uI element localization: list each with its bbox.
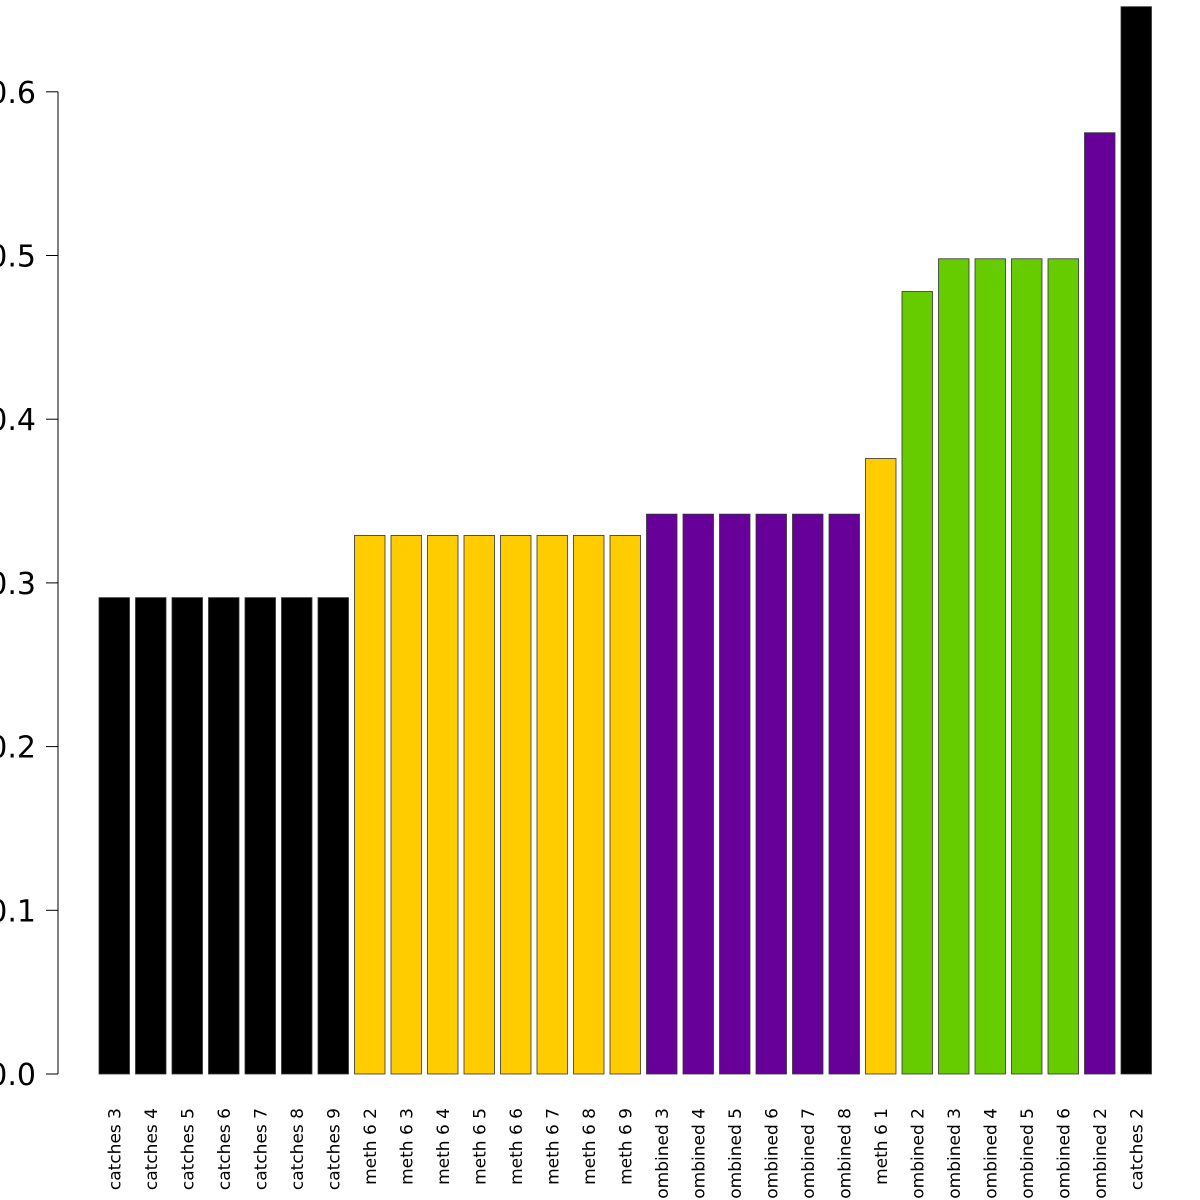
bar <box>317 597 349 1075</box>
x-tick-label: ombined 2 <box>908 1108 928 1199</box>
bar <box>171 597 203 1075</box>
x-tick-label: meth 6 3 <box>397 1108 417 1185</box>
y-tick-label: 0.4 <box>0 403 36 438</box>
bar <box>1011 258 1043 1075</box>
bar <box>536 535 568 1075</box>
bar <box>792 513 824 1075</box>
bar <box>573 535 605 1075</box>
bar <box>98 597 130 1075</box>
y-tick-label: 0.3 <box>0 567 36 602</box>
y-axis: 0.0 0.1 0.2 0.3 0.4 0.5 0.6 <box>0 76 59 1093</box>
x-tick-label: ombined 2 <box>1091 1108 1111 1199</box>
x-tick-label: meth 6 5 <box>470 1108 490 1185</box>
x-tick-label: catches 8 <box>288 1108 308 1190</box>
x-tick-label: ombined 7 <box>799 1108 819 1199</box>
bar <box>500 535 532 1075</box>
bar <box>755 513 787 1075</box>
x-tick-label: ombined 5 <box>726 1108 746 1199</box>
x-tick-label: meth 6 2 <box>361 1108 381 1185</box>
x-tick-label: catches 2 <box>1127 1108 1147 1190</box>
bar <box>609 535 641 1075</box>
x-axis-labels: catches 3 catches 4 catches 5 catches 6 catc… <box>105 1108 1147 1199</box>
bar <box>244 597 276 1075</box>
x-tick-label: meth 6 4 <box>434 1108 454 1185</box>
x-tick-label: catches 4 <box>142 1108 162 1190</box>
y-tick-label: 0.1 <box>0 894 36 929</box>
bar <box>719 513 751 1075</box>
y-tick-label: 0.5 <box>0 240 36 275</box>
x-tick-label: ombined 5 <box>1018 1108 1038 1199</box>
y-tick-label: 0.0 <box>0 1058 36 1093</box>
x-tick-label: ombined 6 <box>762 1108 782 1199</box>
x-tick-label: meth 6 6 <box>507 1108 527 1185</box>
x-tick-label: meth 6 7 <box>543 1108 563 1185</box>
x-tick-label: catches 3 <box>105 1108 125 1190</box>
x-tick-label: ombined 6 <box>1054 1108 1074 1199</box>
bar <box>682 513 714 1075</box>
bar <box>463 535 495 1075</box>
bar <box>208 597 240 1075</box>
bar <box>974 258 1006 1075</box>
bar <box>354 535 386 1075</box>
x-tick-label: ombined 3 <box>945 1108 965 1199</box>
bar <box>828 513 860 1075</box>
x-tick-label: catches 6 <box>215 1108 235 1190</box>
x-tick-label: meth 6 8 <box>580 1108 600 1185</box>
bar <box>390 535 422 1075</box>
x-tick-label: ombined 4 <box>981 1108 1001 1199</box>
bar <box>865 458 897 1075</box>
x-tick-label: catches 5 <box>178 1108 198 1190</box>
y-tick-label: 0.2 <box>0 731 36 766</box>
x-tick-label: meth 6 9 <box>616 1108 636 1185</box>
x-tick-label: ombined 8 <box>835 1108 855 1199</box>
bar <box>1047 258 1079 1075</box>
x-tick-label: ombined 4 <box>689 1108 709 1199</box>
bars-group <box>98 6 1152 1075</box>
y-tick-label: 0.6 <box>0 76 36 111</box>
bar <box>938 258 970 1075</box>
bar <box>135 597 167 1075</box>
x-tick-label: catches 9 <box>324 1108 344 1190</box>
bar <box>901 291 933 1075</box>
bar <box>1084 132 1116 1075</box>
bar <box>1120 6 1152 1075</box>
x-tick-label: catches 7 <box>251 1108 271 1190</box>
x-tick-label: meth 6 1 <box>872 1108 892 1185</box>
bar <box>427 535 459 1075</box>
bar <box>281 597 313 1075</box>
bar <box>646 513 678 1075</box>
x-tick-label: ombined 3 <box>653 1108 673 1199</box>
